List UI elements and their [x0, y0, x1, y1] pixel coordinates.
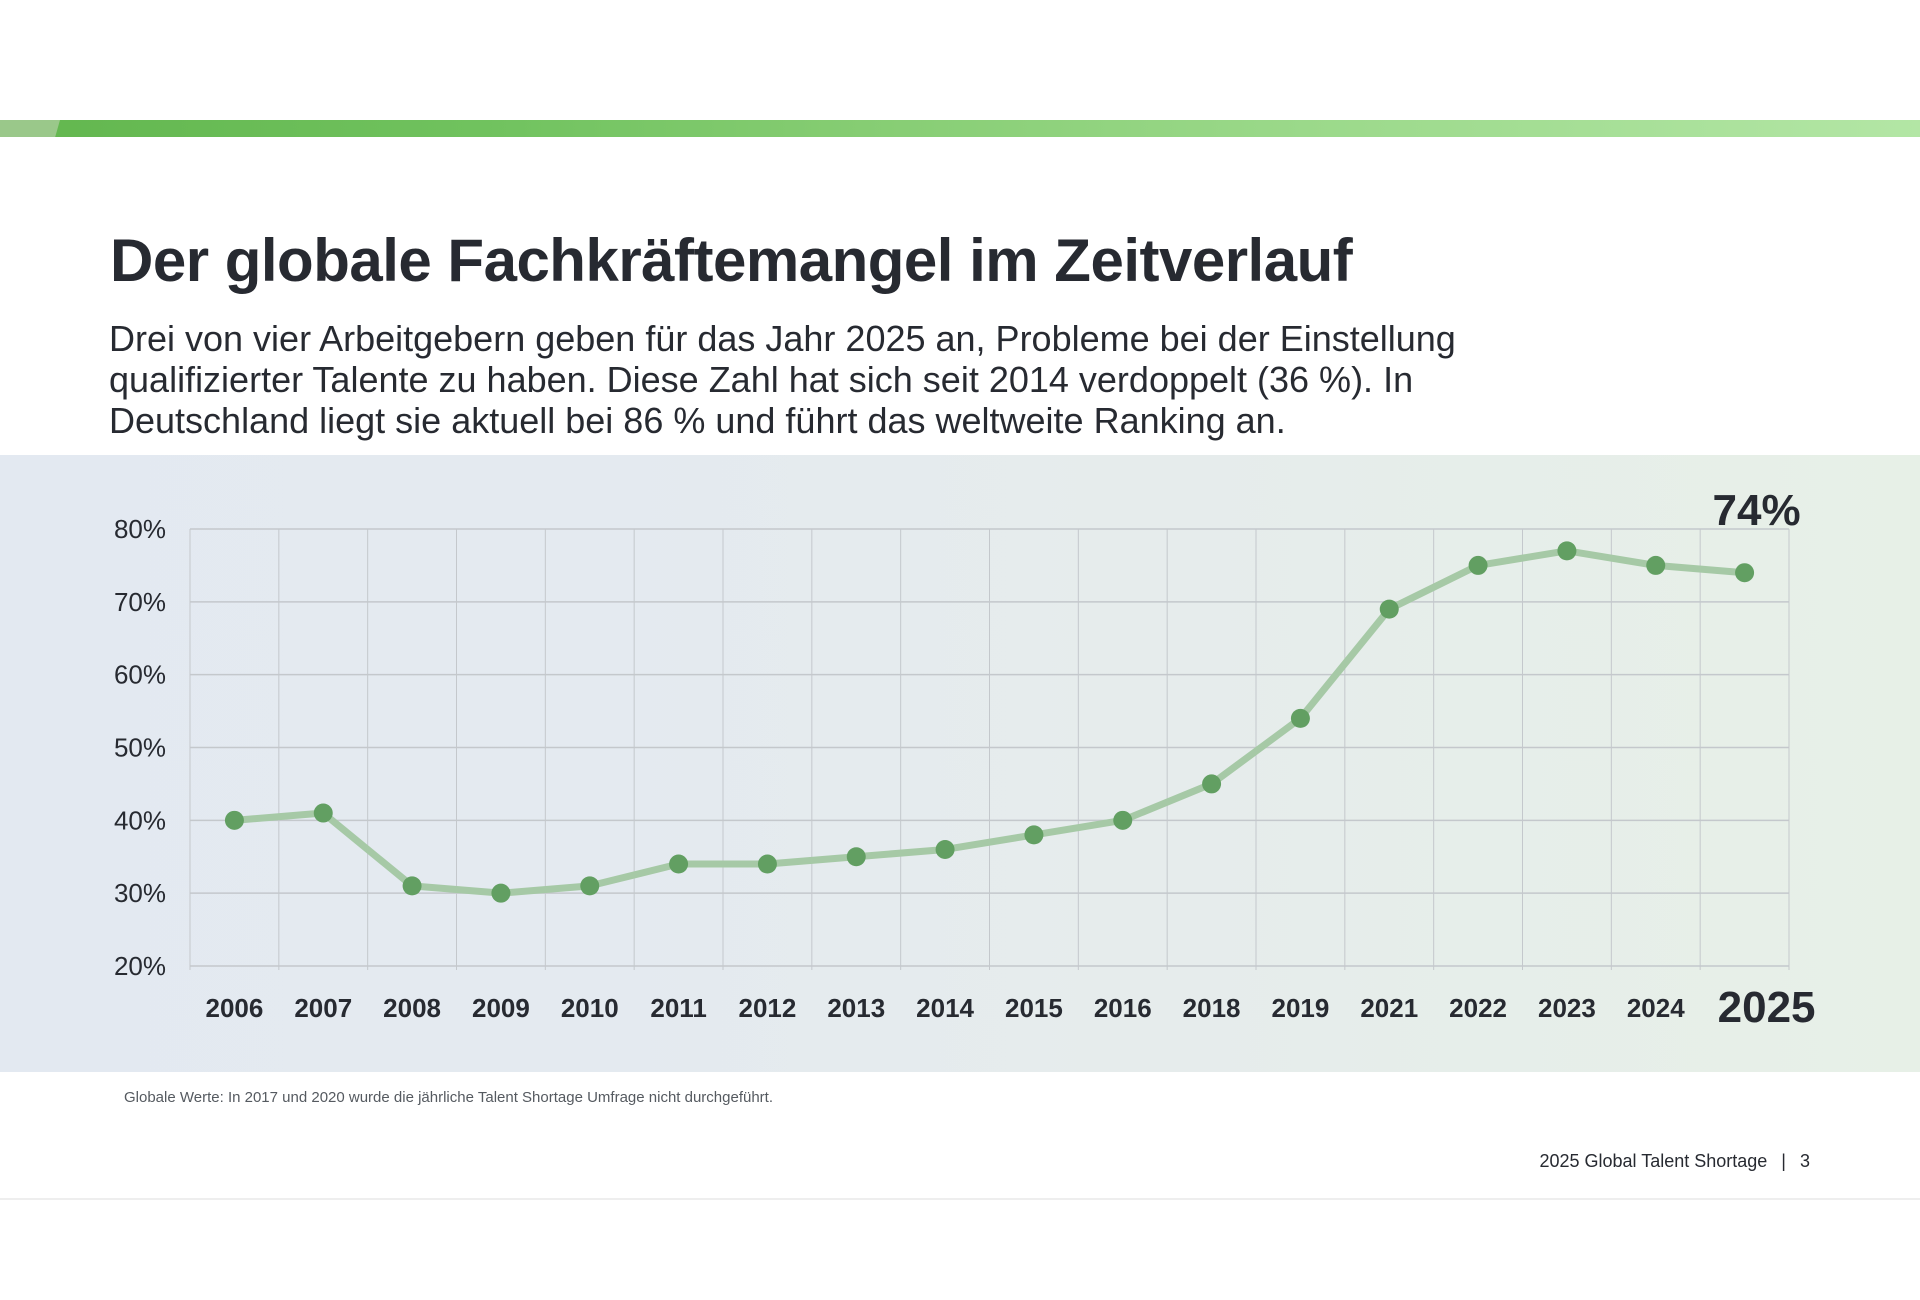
data-point [1468, 555, 1488, 575]
line-chart: 20%30%40%50%60%70%80% 2006 2007 2008 2009 20… [114, 486, 1816, 1032]
x-tick-label: 2015 [1005, 993, 1063, 1023]
data-point [757, 854, 777, 874]
page-number: 3 [1799, 1151, 1810, 1171]
data-point [1735, 563, 1755, 583]
marker-group [224, 541, 1755, 903]
data-point [669, 854, 689, 874]
data-point [402, 876, 422, 896]
series-line-group [230, 547, 1749, 897]
x-tick-label: 2016 [1094, 993, 1152, 1023]
x-tick-label: 2021 [1360, 993, 1418, 1023]
x-tick-label: 2023 [1538, 993, 1596, 1023]
y-tick-label: 80% [114, 514, 166, 544]
y-tick-label: 30% [114, 878, 166, 908]
x-tick-label: 2008 [383, 993, 441, 1023]
footer-title: 2025 Global Talent Shortage [1539, 1151, 1768, 1171]
header-accent-band [0, 120, 1920, 137]
y-tick-label: 70% [114, 587, 166, 617]
x-tick-label: 2013 [827, 993, 885, 1023]
data-point [846, 847, 866, 867]
footnote: Globale Werte: In 2017 und 2020 wurde di… [124, 1089, 774, 1106]
data-point [1379, 599, 1399, 619]
y-tick-label: 40% [114, 805, 166, 835]
chart-panel: 20% 30% 40% 50% 60% 70% 80% 2006 2007 2008 2009 20… [0, 455, 1920, 1072]
data-point [1646, 555, 1666, 575]
x-axis: 2006 2007 2008 2009 2010 2011 2012 2013 2014 2015… [205, 983, 1815, 1032]
data-point [1113, 810, 1133, 830]
intro-paragraph: Drei von vier Arbeitgebern geben für das… [109, 318, 1456, 441]
x-tick-label: 2006 [205, 993, 263, 1023]
x-tick-label: 2010 [561, 993, 619, 1023]
series-line [230, 547, 1749, 897]
footer-separator: | [1781, 1151, 1786, 1171]
data-point [1024, 825, 1044, 845]
data-point [224, 810, 244, 830]
y-axis: 20% 30% 40% 50% 60% 70% 80% [114, 514, 166, 981]
data-point [313, 803, 333, 823]
data-point [491, 883, 511, 903]
x-tick-label: 2022 [1449, 993, 1507, 1023]
data-point [1202, 774, 1222, 794]
data-point [1557, 541, 1577, 561]
x-tick-label: 2009 [472, 993, 530, 1023]
x-tick-label: 2018 [1183, 993, 1241, 1023]
y-tick-label: 20% [114, 951, 166, 981]
x-tick-label: 2024 [1627, 993, 1685, 1023]
bottom-divider [0, 1198, 1920, 1200]
data-point [580, 876, 600, 896]
y-tick-label: 50% [114, 733, 166, 763]
x-tick-label: 2012 [738, 993, 796, 1023]
x-tick-label: 2019 [1271, 993, 1329, 1023]
highlight-value-label: 74% [1713, 486, 1801, 535]
data-point [935, 839, 955, 859]
page-footer: 2025 Global Talent Shortage | 3 [1539, 1151, 1810, 1172]
x-tick-label: 2007 [294, 993, 352, 1023]
page-title: Der globale Fachkräftemangel im Zeitverl… [110, 227, 1353, 294]
chart-grid [189, 528, 1790, 970]
x-tick-label: 2014 [916, 993, 974, 1023]
y-tick-label: 60% [114, 660, 166, 690]
x-tick-label-highlight: 2025 [1718, 983, 1816, 1032]
x-tick-label: 2011 [650, 993, 706, 1023]
data-point [1290, 708, 1310, 728]
